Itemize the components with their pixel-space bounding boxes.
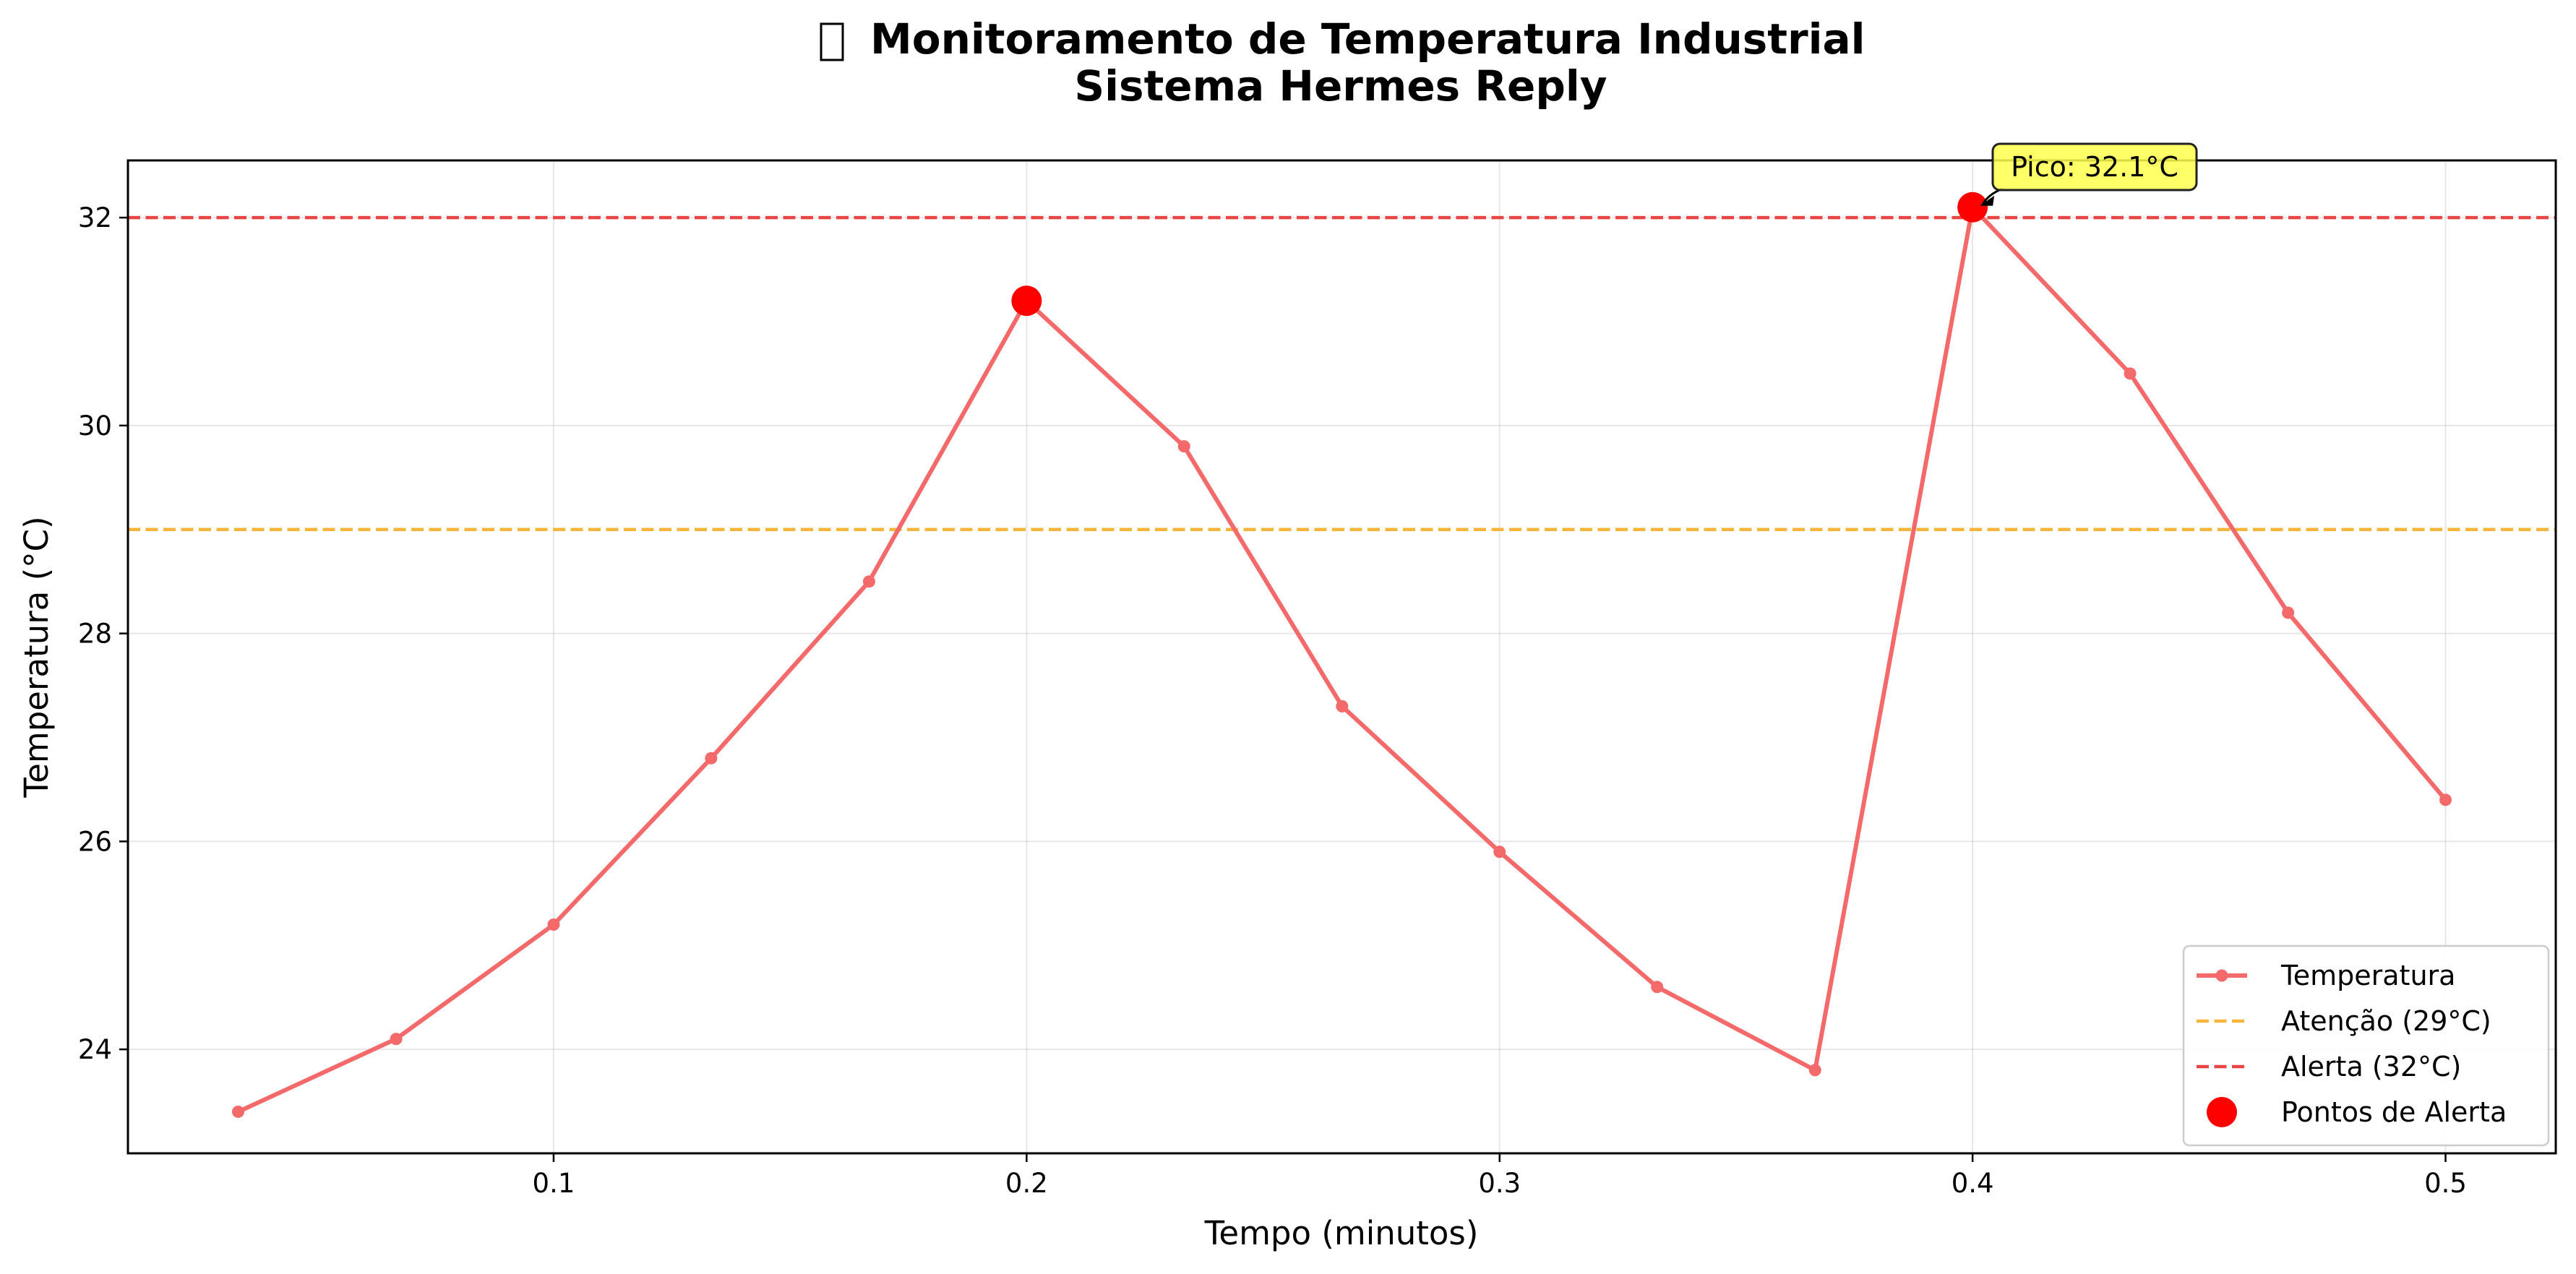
peak-annotation: Pico: 32.1°C <box>1980 142 2198 206</box>
legend-box <box>2182 944 2550 1147</box>
chart-title-line1: Monitoramento de Temperatura Industrial <box>870 14 1866 64</box>
chart-title-line2: Sistema Hermes Reply <box>1074 61 1607 111</box>
annotation-text: Pico: 32.1°C <box>2011 151 2178 183</box>
legend-label: Pontos de Alerta <box>2281 1096 2507 1128</box>
legend-marker-swatch <box>2215 969 2228 982</box>
x-tick-label: 0.1 <box>533 1168 575 1199</box>
temperature-point <box>862 575 875 588</box>
temperature-point <box>390 1033 403 1046</box>
temperature-point <box>1651 981 1664 994</box>
temperature-point <box>547 918 560 931</box>
temperature-point <box>1336 700 1349 713</box>
y-tick-label: 32 <box>78 202 112 233</box>
y-tick-label: 30 <box>78 410 112 442</box>
temperature-point <box>2439 793 2452 806</box>
temperature-series-line <box>236 205 2448 1114</box>
temperature-point <box>1493 845 1506 858</box>
plot-area <box>126 159 2557 1155</box>
temperature-point <box>2124 367 2137 380</box>
legend-dot-swatch <box>2207 1097 2237 1127</box>
y-tick-label: 24 <box>78 1034 112 1065</box>
x-tick-label: 0.3 <box>1478 1168 1521 1199</box>
annotation-box <box>1991 142 2198 191</box>
legend-label: Temperatura <box>2280 960 2455 991</box>
alert-point <box>1957 191 1988 223</box>
legend: Temperatura Atenção (29°C) Alerta (32°C) Po… <box>2182 944 2550 1147</box>
chart-title: Monitoramento de Temperatura Industrial … <box>820 14 1866 111</box>
alert-point <box>1011 285 1042 317</box>
annotation-arrowhead <box>1980 195 1995 206</box>
data-series <box>231 201 2452 1118</box>
thermometer-icon <box>820 22 844 61</box>
temperature-point <box>2282 606 2295 619</box>
legend-pontos-alerta: Pontos de Alerta <box>2207 1096 2507 1128</box>
x-axis-label: Tempo (minutos) <box>1204 1214 1479 1252</box>
x-tick-label: 0.4 <box>1952 1168 1994 1199</box>
legend-label: Alerta (32°C) <box>2281 1051 2461 1083</box>
y-tick-label: 28 <box>78 619 112 650</box>
legend-alerta: Alerta (32°C) <box>2197 1051 2461 1083</box>
temperature-point <box>1177 440 1190 453</box>
alert-points <box>1011 191 1988 317</box>
threshold-lines <box>128 215 2556 532</box>
temperature-point <box>705 752 718 765</box>
y-axis-label: Temperatura (°C) <box>17 516 56 798</box>
x-axis-ticks: 0.1 0.2 0.3 0.4 0.5 <box>533 1153 2467 1199</box>
x-tick-label: 0.5 <box>2424 1168 2467 1199</box>
temperature-point <box>1808 1064 1821 1077</box>
legend-label: Atenção (29°C) <box>2281 1005 2491 1037</box>
y-axis-ticks: 24 26 28 30 32 <box>78 202 128 1065</box>
legend-atencao: Atenção (29°C) <box>2197 1005 2491 1037</box>
temperature-point <box>231 1105 244 1118</box>
legend-temperatura: Temperatura <box>2197 960 2455 991</box>
y-tick-label: 26 <box>78 826 112 857</box>
x-tick-label: 0.2 <box>1005 1168 1048 1199</box>
